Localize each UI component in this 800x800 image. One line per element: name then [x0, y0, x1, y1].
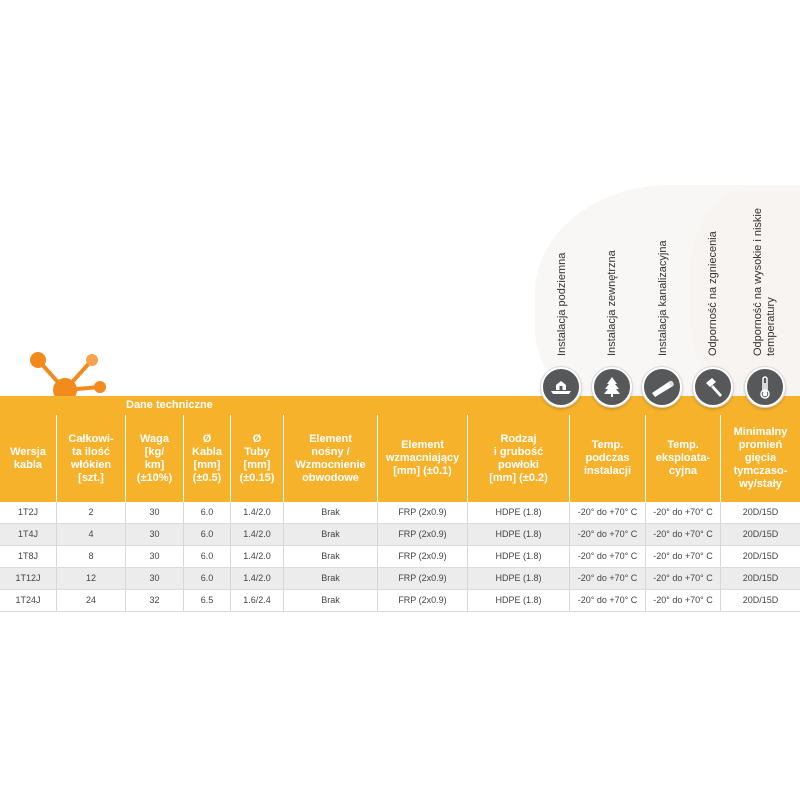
row-divider: [0, 545, 800, 546]
row-divider: [0, 611, 800, 612]
cell-cable-diameter: 6.0: [183, 568, 230, 589]
cell-sheath: HDPE (1.8): [467, 590, 569, 611]
cell-sheath: HDPE (1.8): [467, 524, 569, 545]
cell-strength-member: Brak: [283, 568, 377, 589]
table-row: 1T8J 8 30 6.0 1.4/2.0 Brak FRP (2x0.9) HDPE (1.…: [0, 546, 800, 567]
hammer-icon: [693, 367, 733, 407]
cell-tube-diameter: 1.4/2.0: [230, 502, 283, 523]
cell-version: 1T8J: [17, 551, 38, 561]
cell-tube-diameter: 1.6/2.4: [230, 590, 283, 611]
cell-fiber-count: 2: [56, 502, 125, 523]
cell-version: 1T24J: [15, 595, 41, 605]
cell-version: 1T12J: [15, 573, 41, 583]
cell-fiber-count: 12: [56, 568, 125, 589]
cell-reinforcing-element: FRP (2x0.9): [377, 568, 467, 589]
cell-tube-diameter: 1.4/2.0: [230, 546, 283, 567]
cell-operating-temp: -20° do +70° C: [645, 524, 720, 545]
cell-version: 1T2J: [17, 507, 38, 517]
cell-reinforcing-element: FRP (2x0.9): [377, 524, 467, 545]
header-reinforcing-element: Element wzmacniający [mm] (±0.1): [377, 415, 467, 502]
label-temperature-resistance: Odporność na wysokie i niskie temperatury: [752, 208, 777, 356]
background-shape: [690, 190, 800, 400]
header-sheath: Rodzaj i grubość powłoki [mm] (±0.2): [467, 415, 569, 502]
cell-strength-member: Brak: [283, 524, 377, 545]
header-install-temp: Temp. podczas instalacji: [569, 415, 645, 502]
tree-icon: [592, 367, 632, 407]
cell-operating-temp: -20° do +70° C: [645, 546, 720, 567]
table-row: 1T24J 24 32 6.5 1.6/2.4 Brak FRP (2x0.9) HDPE (…: [0, 590, 800, 611]
header-strength-member: Element nośny / Wzmocnienie obwodowe: [283, 415, 377, 502]
cell-install-temp: -20° do +70° C: [569, 568, 645, 589]
cell-sheath: HDPE (1.8): [467, 546, 569, 567]
cell-bend-radius: 20D/15D: [720, 546, 800, 567]
table-title: Dane techniczne: [126, 399, 213, 411]
cell-weight: 30: [125, 568, 183, 589]
header-weight: Waga [kg/ km] (±10%): [125, 415, 183, 502]
cell-bend-radius: 20D/15D: [720, 568, 800, 589]
cell-operating-temp: -20° do +70° C: [645, 568, 720, 589]
pipe-icon: [642, 367, 682, 407]
cell-operating-temp: -20° do +70° C: [645, 590, 720, 611]
table-row: 1T2J 2 30 6.0 1.4/2.0 Brak FRP (2x0.9) HDPE (1.…: [0, 502, 800, 523]
label-duct: Instalacja kanalizacyjna: [657, 240, 669, 356]
cell-sheath: HDPE (1.8): [467, 502, 569, 523]
thermometer-icon: [745, 367, 785, 407]
cell-bend-radius: 20D/15D: [720, 524, 800, 545]
header-operating-temp: Temp. eksploata- cyjna: [645, 415, 720, 502]
cell-reinforcing-element: FRP (2x0.9): [377, 590, 467, 611]
label-underground: Instalacja podziemna: [556, 252, 568, 356]
cell-cable-diameter: 6.0: [183, 546, 230, 567]
table-row: 1T4J 4 30 6.0 1.4/2.0 Brak FRP (2x0.9) HDPE (1.…: [0, 524, 800, 545]
label-crush-resistance: Odporność na zgniecenia: [707, 231, 719, 356]
cell-reinforcing-element: FRP (2x0.9): [377, 502, 467, 523]
header-fiber-count: Całkowi- ta ilość włókien [szt.]: [56, 415, 125, 502]
cell-bend-radius: 20D/15D: [720, 590, 800, 611]
table-row: 1T12J 12 30 6.0 1.4/2.0 Brak FRP (2x0.9) HDPE (…: [0, 568, 800, 589]
cell-fiber-count: 8: [56, 546, 125, 567]
label-outdoor: Instalacja zewnętrzna: [606, 250, 618, 356]
cell-cable-diameter: 6.0: [183, 502, 230, 523]
cell-operating-temp: -20° do +70° C: [645, 502, 720, 523]
cell-tube-diameter: 1.4/2.0: [230, 524, 283, 545]
cell-install-temp: -20° do +70° C: [569, 546, 645, 567]
header-bend-radius: Minimalny promień gięcia tymczaso- wy/st…: [720, 415, 800, 502]
cell-fiber-count: 24: [56, 590, 125, 611]
cell-version: 1T4J: [17, 529, 38, 539]
header-cable-diameter: Ø Kabla [mm] (±0.5): [183, 415, 230, 502]
cell-weight: 30: [125, 502, 183, 523]
cell-strength-member: Brak: [283, 546, 377, 567]
header-tube-diameter: Ø Tuby [mm] (±0.15): [230, 415, 283, 502]
cell-bend-radius: 20D/15D: [720, 502, 800, 523]
cell-strength-member: Brak: [283, 502, 377, 523]
cell-cable-diameter: 6.0: [183, 524, 230, 545]
cell-weight: 32: [125, 590, 183, 611]
cell-weight: 30: [125, 546, 183, 567]
underground-icon: [541, 367, 581, 407]
cell-cable-diameter: 6.5: [183, 590, 230, 611]
cell-weight: 30: [125, 524, 183, 545]
row-divider: [0, 567, 800, 568]
row-divider: [0, 523, 800, 524]
row-divider: [0, 589, 800, 590]
cell-tube-diameter: 1.4/2.0: [230, 568, 283, 589]
header-version: Wersja kabla: [10, 445, 46, 471]
cell-install-temp: -20° do +70° C: [569, 590, 645, 611]
cell-sheath: HDPE (1.8): [467, 568, 569, 589]
cell-install-temp: -20° do +70° C: [569, 502, 645, 523]
cell-fiber-count: 4: [56, 524, 125, 545]
cell-strength-member: Brak: [283, 590, 377, 611]
table-header-band: [0, 396, 800, 502]
cell-install-temp: -20° do +70° C: [569, 524, 645, 545]
cell-reinforcing-element: FRP (2x0.9): [377, 546, 467, 567]
